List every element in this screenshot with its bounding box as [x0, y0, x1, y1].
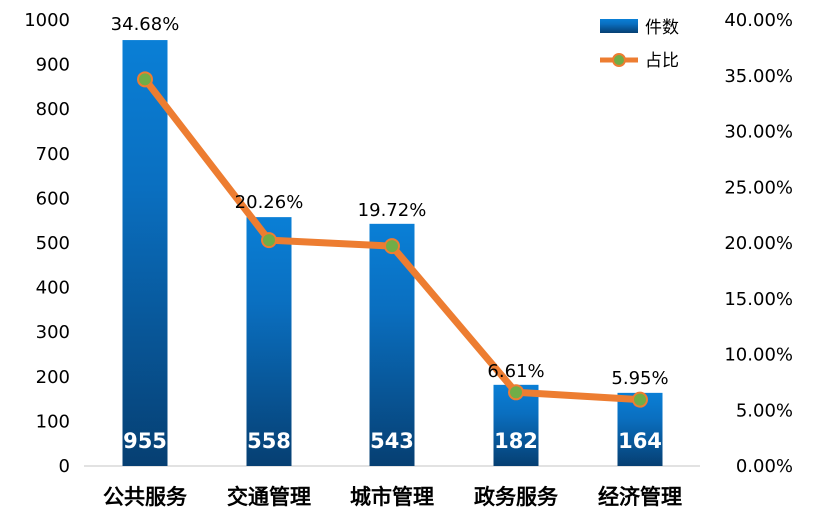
legend-line-marker — [612, 53, 626, 67]
share-point — [137, 71, 153, 88]
left-y-tick-label: 800 — [36, 99, 70, 120]
left-y-tick-label: 1000 — [24, 10, 70, 31]
left-y-tick-label: 200 — [36, 367, 70, 388]
right-y-tick-label: 5.00% — [736, 400, 793, 421]
share-data-label: 20.26% — [235, 192, 304, 213]
x-category-label: 交通管理 — [227, 485, 311, 509]
bar-value-label: 182 — [494, 429, 538, 453]
right-y-tick-label: 25.00% — [724, 177, 793, 198]
share-data-label: 6.61% — [487, 361, 544, 382]
left-y-tick-label: 500 — [36, 233, 70, 254]
right-y-tick-label: 0.00% — [736, 456, 793, 477]
share-point — [261, 232, 277, 249]
share-point — [632, 391, 648, 408]
share-point — [384, 238, 400, 255]
left-y-tick-label: 400 — [36, 278, 70, 299]
left-y-tick-label: 700 — [36, 144, 70, 165]
bar-value-label: 164 — [618, 429, 662, 453]
bar-value-label: 558 — [247, 429, 291, 453]
share-data-label: 19.72% — [358, 200, 427, 221]
legend-bar-swatch — [600, 19, 638, 33]
legend-bar-label: 件数 — [645, 18, 679, 38]
x-category-label: 经济管理 — [598, 485, 682, 509]
share-point — [508, 384, 524, 401]
bar-公共服务 — [122, 40, 168, 466]
left-y-tick-label: 100 — [36, 411, 70, 432]
left-y-tick-label: 900 — [36, 55, 70, 76]
bar-交通管理 — [246, 217, 292, 466]
bar-value-label: 955 — [123, 429, 167, 453]
share-data-label: 5.95% — [611, 368, 668, 389]
left-y-tick-label: 600 — [36, 188, 70, 209]
right-y-tick-label: 15.00% — [724, 289, 793, 310]
x-category-label: 公共服务 — [103, 485, 188, 509]
left-y-tick-label: 0 — [59, 456, 70, 477]
left-y-tick-label: 300 — [36, 322, 70, 343]
right-y-tick-label: 30.00% — [724, 122, 793, 143]
x-category-label: 政务服务 — [474, 485, 559, 509]
x-category-label: 城市管理 — [350, 485, 434, 509]
right-y-tick-label: 35.00% — [724, 66, 793, 87]
right-y-tick-label: 40.00% — [724, 10, 793, 31]
right-y-tick-label: 20.00% — [724, 233, 793, 254]
legend-line-label: 占比 — [645, 51, 679, 71]
share-data-label: 34.68% — [111, 14, 180, 35]
right-y-tick-label: 10.00% — [724, 345, 793, 366]
bar-value-label: 543 — [370, 429, 414, 453]
